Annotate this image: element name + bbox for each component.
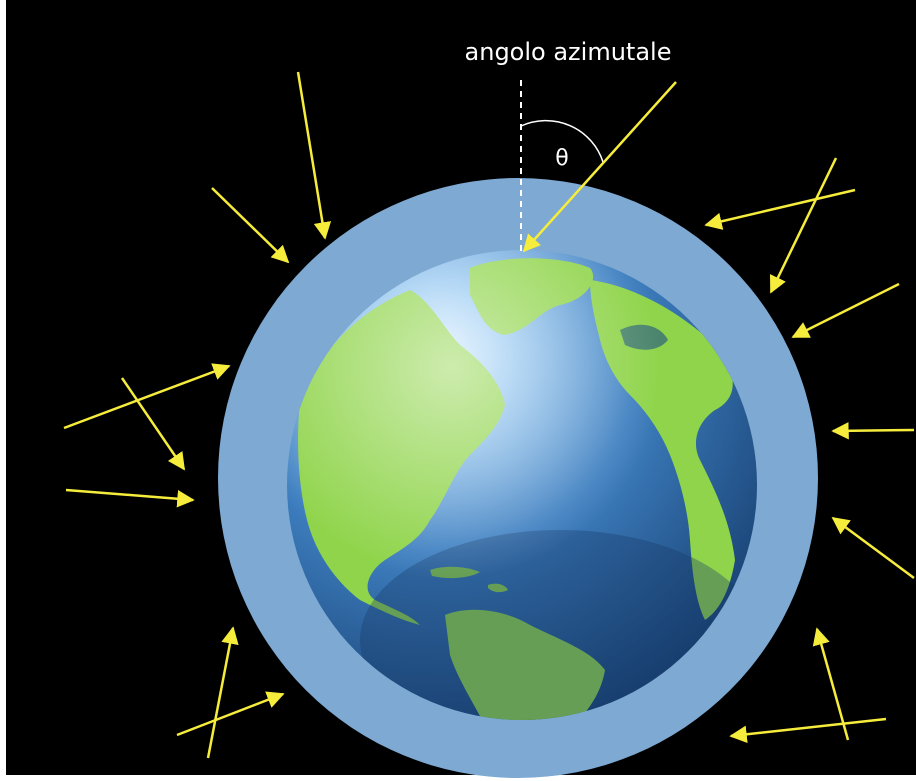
left-border [0, 0, 6, 781]
ray-arrow [296, 71, 332, 240]
theta-symbol: θ [555, 146, 568, 171]
ray-arrow [63, 363, 231, 430]
ray-arrow [831, 422, 915, 440]
ray-arrow [65, 488, 195, 508]
ray-arrow [176, 691, 285, 737]
incoming-rays [63, 71, 915, 759]
ray-arrow [812, 627, 850, 741]
azimuthal-angle-label: angolo azimutale [465, 38, 672, 66]
angle-arc [520, 119, 604, 163]
ray-arrow [791, 282, 900, 339]
ray-arrow [704, 188, 856, 230]
ray-arrow-zenith [522, 81, 677, 253]
bottom-border [0, 775, 916, 781]
ray-arrow [211, 187, 290, 264]
ray-arrow [729, 717, 887, 743]
ray-arrow [769, 157, 838, 294]
azimuthal-angle-annotation: angolo azimutale θ [465, 38, 672, 254]
ray-arrow [206, 626, 239, 759]
earth-globe-icon [287, 250, 757, 720]
ray-arrow [831, 516, 915, 580]
ray-arrow [120, 377, 186, 471]
